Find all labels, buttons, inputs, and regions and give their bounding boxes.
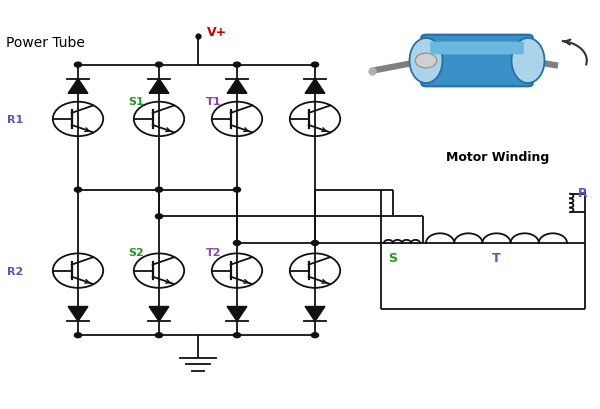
Circle shape [233,63,241,68]
Circle shape [155,214,163,219]
Circle shape [155,63,163,68]
Text: Power Tube: Power Tube [6,36,85,50]
Polygon shape [68,79,88,94]
Text: S2: S2 [128,248,143,258]
FancyBboxPatch shape [421,36,533,87]
Ellipse shape [511,39,545,84]
Circle shape [311,241,319,246]
Text: R1: R1 [7,115,23,125]
Polygon shape [227,79,247,94]
Circle shape [74,188,82,193]
Ellipse shape [410,39,443,84]
Polygon shape [227,307,247,321]
Circle shape [233,333,241,338]
Text: S: S [389,251,398,264]
Circle shape [155,188,163,193]
Text: T1: T1 [206,97,221,106]
Circle shape [74,333,82,338]
Text: R: R [578,187,587,200]
Circle shape [233,241,241,246]
Polygon shape [149,307,169,321]
Circle shape [311,63,319,68]
Circle shape [233,188,241,193]
Circle shape [155,333,163,338]
Circle shape [74,63,82,68]
Text: S1: S1 [128,97,143,106]
Text: Motor Winding: Motor Winding [446,151,550,164]
Polygon shape [305,79,325,94]
Circle shape [415,54,437,69]
FancyBboxPatch shape [430,43,524,55]
Text: R2: R2 [7,266,23,276]
Polygon shape [68,307,88,321]
Polygon shape [149,79,169,94]
Text: T: T [492,251,501,264]
Text: V+: V+ [207,26,227,39]
Text: T2: T2 [206,248,221,258]
Circle shape [311,333,319,338]
Polygon shape [305,307,325,321]
